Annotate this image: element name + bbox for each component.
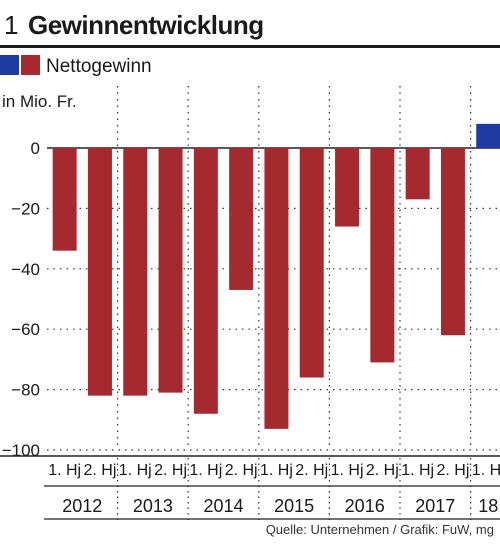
x-tick-label: 2. Hj	[225, 462, 258, 479]
bar	[476, 123, 500, 148]
year-label: 2014	[203, 496, 243, 516]
bar	[440, 148, 465, 336]
legend-swatch-negative	[21, 55, 40, 75]
bar	[193, 148, 218, 414]
bar	[123, 148, 148, 396]
x-tick-label: 1. Hj	[48, 462, 81, 479]
legend-swatch-positive	[0, 55, 19, 75]
bar	[264, 148, 289, 429]
bar	[335, 148, 360, 227]
x-tick-label: 2. Hj	[366, 462, 399, 479]
year-label: 2012	[62, 496, 102, 516]
year-label: 2015	[274, 496, 314, 516]
x-tick-label: 1. Hj	[472, 462, 500, 479]
y-tick-label: 0	[31, 139, 40, 158]
y-tick-label: −20	[11, 199, 40, 218]
y-axis-label: in Mio. Fr.	[2, 92, 77, 111]
x-tick-label: 2. Hj	[83, 462, 116, 479]
bar	[158, 148, 183, 393]
year-label: 2017	[415, 496, 455, 516]
x-tick-label: 2. Hj	[154, 462, 187, 479]
year-label: 18	[478, 496, 498, 516]
y-tick-label: −100	[2, 441, 40, 460]
chart-header: 1 Gewinnentwicklung	[0, 4, 500, 42]
y-tick-label: −80	[11, 381, 40, 400]
bar	[229, 148, 254, 290]
bar	[405, 148, 430, 200]
year-label: 2013	[133, 496, 173, 516]
title-rule	[0, 45, 500, 48]
bar	[370, 148, 395, 363]
source-note: Quelle: Unternehmen / Grafik: FuW, mg	[265, 522, 494, 537]
bar	[87, 148, 112, 396]
x-tick-label: 1. Hj	[260, 462, 293, 479]
bar	[299, 148, 324, 378]
y-tick-label: −40	[11, 260, 40, 279]
x-tick-label: 1. Hj	[189, 462, 222, 479]
x-tick-label: 1. Hj	[401, 462, 434, 479]
x-tick-label: 1. Hj	[119, 462, 152, 479]
x-tick-label: 2. Hj	[436, 462, 469, 479]
bar	[52, 148, 77, 251]
chart-title: Gewinnentwicklung	[28, 10, 264, 40]
year-label: 2016	[345, 496, 385, 516]
x-tick-label: 2. Hj	[295, 462, 328, 479]
y-tick-label: −60	[11, 320, 40, 339]
legend-label: Nettogewinn	[46, 56, 152, 77]
chart-number: 1	[4, 10, 19, 40]
x-tick-label: 1. Hj	[331, 462, 364, 479]
